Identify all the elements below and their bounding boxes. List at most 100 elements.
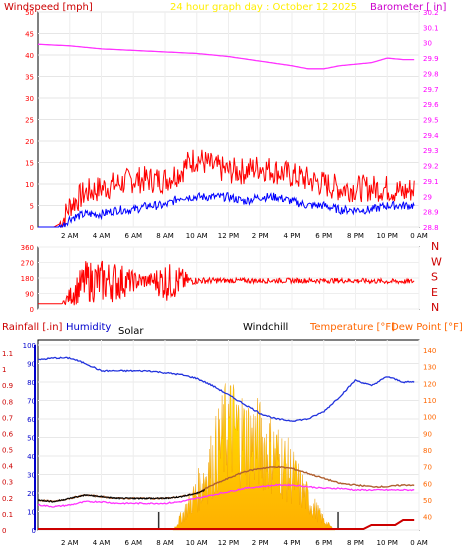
temperature-axis-ticks: 40 50 60 70 80 90 100 110 120 130 140 [423, 347, 436, 522]
temperature-tick-label: 40 [423, 514, 432, 522]
humidity-tick-label: 90 [27, 361, 36, 369]
direction-axis-ticks: 0 90 180 270 360 [21, 244, 34, 314]
temperature-tick-label: 140 [423, 347, 436, 355]
rainfall-label: Rainfall [.in] [2, 322, 63, 333]
temperature-tick-label: 100 [423, 414, 436, 422]
barometer-tick-label: 28.8 [423, 224, 439, 232]
humidity-tick-label: 50 [27, 435, 36, 443]
x-tick-label: 2 AM [61, 232, 79, 240]
rainfall-tick-label: 0.3 [2, 479, 13, 487]
humidity-line [37, 356, 415, 422]
solar-label: Solar [118, 326, 144, 337]
x-tick-label: 4 PM [284, 539, 301, 547]
direction-tick-label: 0 [30, 306, 34, 314]
direction-tick-label: 180 [21, 275, 34, 283]
barometer-line [38, 43, 415, 70]
wind-direction-line [38, 260, 415, 306]
rainfall-tick-label: 0 [2, 527, 6, 535]
x-tick-label: 12 PM [218, 539, 239, 547]
barometer-tick-label: 29.8 [423, 70, 439, 78]
barometer-tick-label: 29.1 [423, 178, 439, 186]
rainfall-axis-ticks: 0 0.1 0.2 0.3 0.4 0.5 0.6 0.7 0.8 0.9 1 1.1 [2, 350, 14, 535]
x-tick-label: 0 AM [410, 539, 428, 547]
temperature-tick-label: 80 [423, 447, 432, 455]
rainfall-line [38, 519, 415, 530]
x-tick-label: 6 AM [124, 539, 142, 547]
barometer-tick-label: 29.9 [423, 55, 439, 63]
wind-plot-grid [38, 11, 420, 228]
x-tick-label: 2 PM [252, 232, 269, 240]
rainfall-tick-label: 0.9 [2, 382, 13, 390]
barometer-tick-label: 30.2 [423, 9, 439, 17]
x-tick-label: 12 PM [218, 232, 239, 240]
x-tick-label: 10 AM [186, 232, 208, 240]
windspeed-tick-label: 0 [30, 224, 34, 232]
barometer-tick-label: 29.4 [423, 132, 439, 140]
compass-label: S [431, 271, 438, 284]
humidity-tick-label: 30 [27, 472, 36, 480]
x-tick-label: 6 AM [124, 232, 142, 240]
barometer-tick-label: 29.2 [423, 163, 439, 171]
temperature-tick-label: 120 [423, 380, 436, 388]
windspeed-tick-label: 15 [25, 160, 34, 168]
wind-series [38, 43, 415, 229]
barometer-tick-label: 30.1 [423, 24, 439, 32]
direction-tick-label: 270 [21, 260, 34, 268]
dewpoint-label: Dew Point [°F] [391, 322, 462, 333]
barometer-tick-label: 29.6 [423, 101, 439, 109]
windspeed-tick-label: 5 [30, 203, 34, 211]
wind-speed-line [38, 149, 415, 228]
temperature-tick-label: 60 [423, 480, 432, 488]
temperature-line [37, 465, 415, 503]
wind-x-axis-ticks: 2 AM 4 AM 6 AM 8 AM 10 AM 12 PM 2 PM 4 PM 6 PM 8 … [61, 232, 428, 240]
direction-series [38, 260, 415, 306]
barometer-tick-label: 29.7 [423, 86, 439, 94]
wind-average-line [38, 191, 415, 229]
windchill-line [37, 488, 206, 503]
rainfall-tick-label: 0.2 [2, 495, 13, 503]
x-tick-label: 2 PM [252, 539, 269, 547]
humidity-tick-label: 10 [27, 509, 36, 517]
temperature-tick-label: 90 [423, 430, 432, 438]
temp-series [34, 345, 415, 531]
chart-title: 24 hour graph day : October 12 2025 [170, 2, 357, 13]
x-tick-label: 10 AM [186, 539, 208, 547]
windspeed-tick-label: 45 [25, 31, 34, 39]
barometer-axis-ticks: 28.8 28.9 29 29.1 29.2 29.3 29.4 29.5 29.6 29.7 29… [423, 9, 439, 232]
temperature-tick-label: 130 [423, 364, 436, 372]
rainfall-tick-label: 0.1 [2, 511, 13, 519]
rainfall-tick-label: 1.1 [2, 350, 13, 358]
x-tick-label: 6 PM [315, 232, 332, 240]
x-tick-label: 4 AM [93, 232, 111, 240]
x-tick-label: 10 PM [377, 232, 398, 240]
x-tick-label: 2 AM [61, 539, 79, 547]
barometer-tick-label: 29 [423, 193, 432, 201]
temperature-tick-label: 70 [423, 464, 432, 472]
windspeed-tick-label: 40 [25, 52, 34, 60]
humidity-axis-ticks: 0 10 20 30 40 50 60 70 80 90 100 [23, 342, 36, 535]
barometer-tick-label: 30 [423, 40, 432, 48]
barometer-label: Barometer [ in] [370, 2, 446, 13]
compass-label: N [431, 301, 439, 314]
x-tick-label: 8 PM [347, 232, 364, 240]
humidity-tick-label: 20 [27, 490, 36, 498]
rainfall-tick-label: 0.7 [2, 414, 13, 422]
x-tick-label: 8 PM [347, 539, 364, 547]
windspeed-tick-label: 20 [25, 138, 34, 146]
dew-point-line [37, 483, 415, 508]
temp-x-axis-ticks: 2 AM 4 AM 6 AM 8 AM 10 AM 12 PM 2 PM 4 PM 6 PM 8 … [61, 539, 428, 547]
temperature-tick-label: 110 [423, 397, 436, 405]
barometer-tick-label: 28.9 [423, 209, 439, 217]
temp-humidity-panel: 0 0.1 0.2 0.3 0.4 0.5 0.6 0.7 0.8 0.9 1 1.1 0 10 20 30… [2, 322, 462, 547]
windspeed-axis-ticks: 0 5 10 15 20 25 30 35 40 45 50 [25, 9, 34, 232]
x-tick-label: 8 AM [156, 232, 174, 240]
humidity-tick-label: 0 [32, 527, 36, 535]
direction-plot-grid [38, 246, 420, 310]
x-tick-label: 0 AM [410, 232, 428, 240]
windspeed-tick-label: 10 [25, 181, 34, 189]
rainfall-tick-label: 0.5 [2, 447, 13, 455]
